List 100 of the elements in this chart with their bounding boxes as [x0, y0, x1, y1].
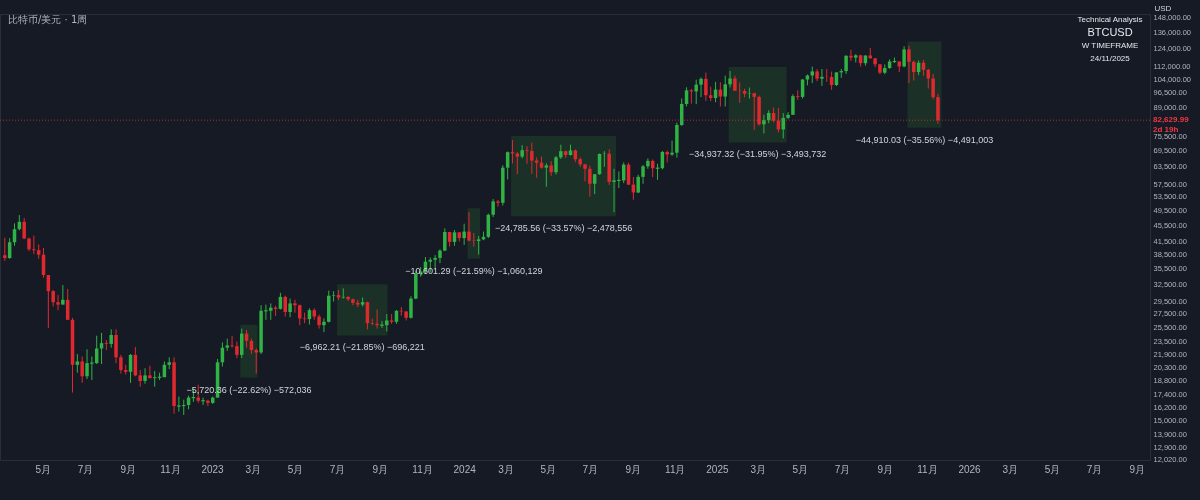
candlestick: [786, 111, 790, 120]
x-tick-label: 2025: [706, 463, 729, 475]
candlestick: [143, 367, 147, 385]
candlestick: [907, 45, 911, 84]
candlestick: [752, 92, 756, 131]
candlestick: [694, 79, 698, 105]
x-tick-label: 7月: [329, 463, 346, 475]
x-tick-label: 11月: [665, 463, 686, 475]
candlestick: [646, 157, 650, 170]
candlestick: [322, 317, 326, 333]
ref-line-label: 82,629.99 2d 19h: [1153, 115, 1190, 135]
annotation: 24/11/2025: [1090, 54, 1131, 63]
band-label: −34,937.32 (−31.95%) −3,493,732: [689, 149, 827, 160]
band-label: −6,962.21 (−21.85%) −696,221: [299, 342, 425, 353]
candlestick: [75, 353, 80, 374]
band-label: −44,910.03 (−35.56%) −4,491,003: [855, 134, 994, 145]
x-tick-label: 2024: [453, 463, 477, 475]
annotation: 比特币/美元 · 1周: [8, 14, 88, 25]
candlestick: [99, 332, 104, 365]
candlestick: [530, 141, 534, 175]
x-tick-label: 7月: [834, 463, 851, 475]
x-tick-label: 7月: [1086, 463, 1103, 475]
candlestick: [61, 284, 65, 306]
candlestick: [902, 45, 906, 68]
band-label: −24,785.56 (−33.57%) −2,478,556: [494, 223, 633, 234]
candlestick: [476, 235, 481, 256]
x-tick-label: 2023: [201, 463, 225, 475]
candlestick: [302, 312, 307, 324]
annotation: BTCUSD: [1087, 26, 1133, 38]
candlestick: [114, 328, 118, 364]
candlestick: [438, 248, 442, 264]
candlestick: [331, 290, 336, 303]
x-tick-label: 3月: [1002, 463, 1019, 475]
candlestick: [3, 237, 7, 262]
candlestick: [728, 70, 732, 88]
x-tick-label: 2026: [958, 463, 982, 475]
x-tick-label: 5月: [35, 463, 52, 475]
x-tick-label: 9月: [372, 463, 389, 475]
x-tick-label: 11月: [917, 463, 938, 475]
candlestick: [346, 295, 350, 302]
candlestick: [588, 165, 592, 198]
candlestick: [80, 355, 84, 384]
candlestick: [515, 151, 520, 175]
candlestick: [119, 354, 123, 375]
candlestick: [288, 298, 292, 318]
x-tick-label: 5月: [792, 463, 809, 475]
x-tick-label: 7月: [582, 463, 599, 475]
x-tick-label: 3月: [750, 463, 766, 475]
candlestick: [462, 223, 466, 246]
candlestick: [109, 328, 113, 349]
candlestick: [820, 68, 824, 87]
annotation: Technical Analysis: [1077, 15, 1143, 24]
x-tick-label: 5月: [1044, 463, 1061, 475]
candlestick: [544, 162, 549, 188]
candlestick: [641, 164, 645, 185]
candlestick: [762, 114, 766, 135]
candlestick: [747, 86, 752, 100]
candlestick: [670, 140, 674, 157]
candlestick: [704, 72, 708, 102]
candlestick: [433, 254, 437, 269]
candlestick: [912, 60, 916, 82]
candlestick: [592, 173, 597, 195]
candlestick: [201, 397, 205, 406]
x-tick-label: 9月: [1129, 463, 1146, 475]
candlestick: [177, 396, 181, 413]
x-tick-label: 7月: [77, 463, 94, 475]
annotation: W TIMEFRAME: [1081, 41, 1139, 50]
candlestick: [844, 54, 848, 75]
candlestick: [554, 155, 558, 175]
x-tick-label: 3月: [245, 463, 262, 475]
candlestick: [104, 339, 109, 351]
candlestick: [496, 199, 500, 208]
x-tick-label: 9月: [877, 463, 894, 475]
candlestick: [699, 76, 703, 98]
candlestick: [849, 49, 853, 62]
candlestick: [583, 163, 587, 182]
x-tick-label: 11月: [412, 463, 433, 475]
candlestick: [22, 217, 26, 240]
x-tick-label: 5月: [287, 463, 304, 475]
candlestick: [781, 112, 785, 139]
candlestick: [254, 348, 258, 375]
y-axis-title: USD: [1154, 3, 1172, 13]
candlestick: [525, 145, 529, 165]
x-tick-label: 5月: [540, 463, 556, 475]
x-tick-label: 11月: [160, 463, 181, 475]
candlestick: [230, 335, 234, 349]
candlestick: [56, 294, 60, 311]
candlestick: [380, 320, 384, 329]
candlestick: [32, 235, 36, 255]
candlestick: [723, 75, 727, 108]
x-tick-label: 3月: [498, 463, 514, 475]
candlestick: [931, 73, 935, 100]
candlestick: [206, 399, 210, 407]
candlestick: [936, 93, 940, 125]
x-tick-label: 9月: [120, 463, 137, 475]
candlestick: [152, 370, 157, 388]
candlestick: [467, 211, 471, 242]
candlestick: [148, 365, 152, 379]
x-tick-label: 9月: [625, 463, 641, 475]
candlestick: [293, 299, 297, 314]
